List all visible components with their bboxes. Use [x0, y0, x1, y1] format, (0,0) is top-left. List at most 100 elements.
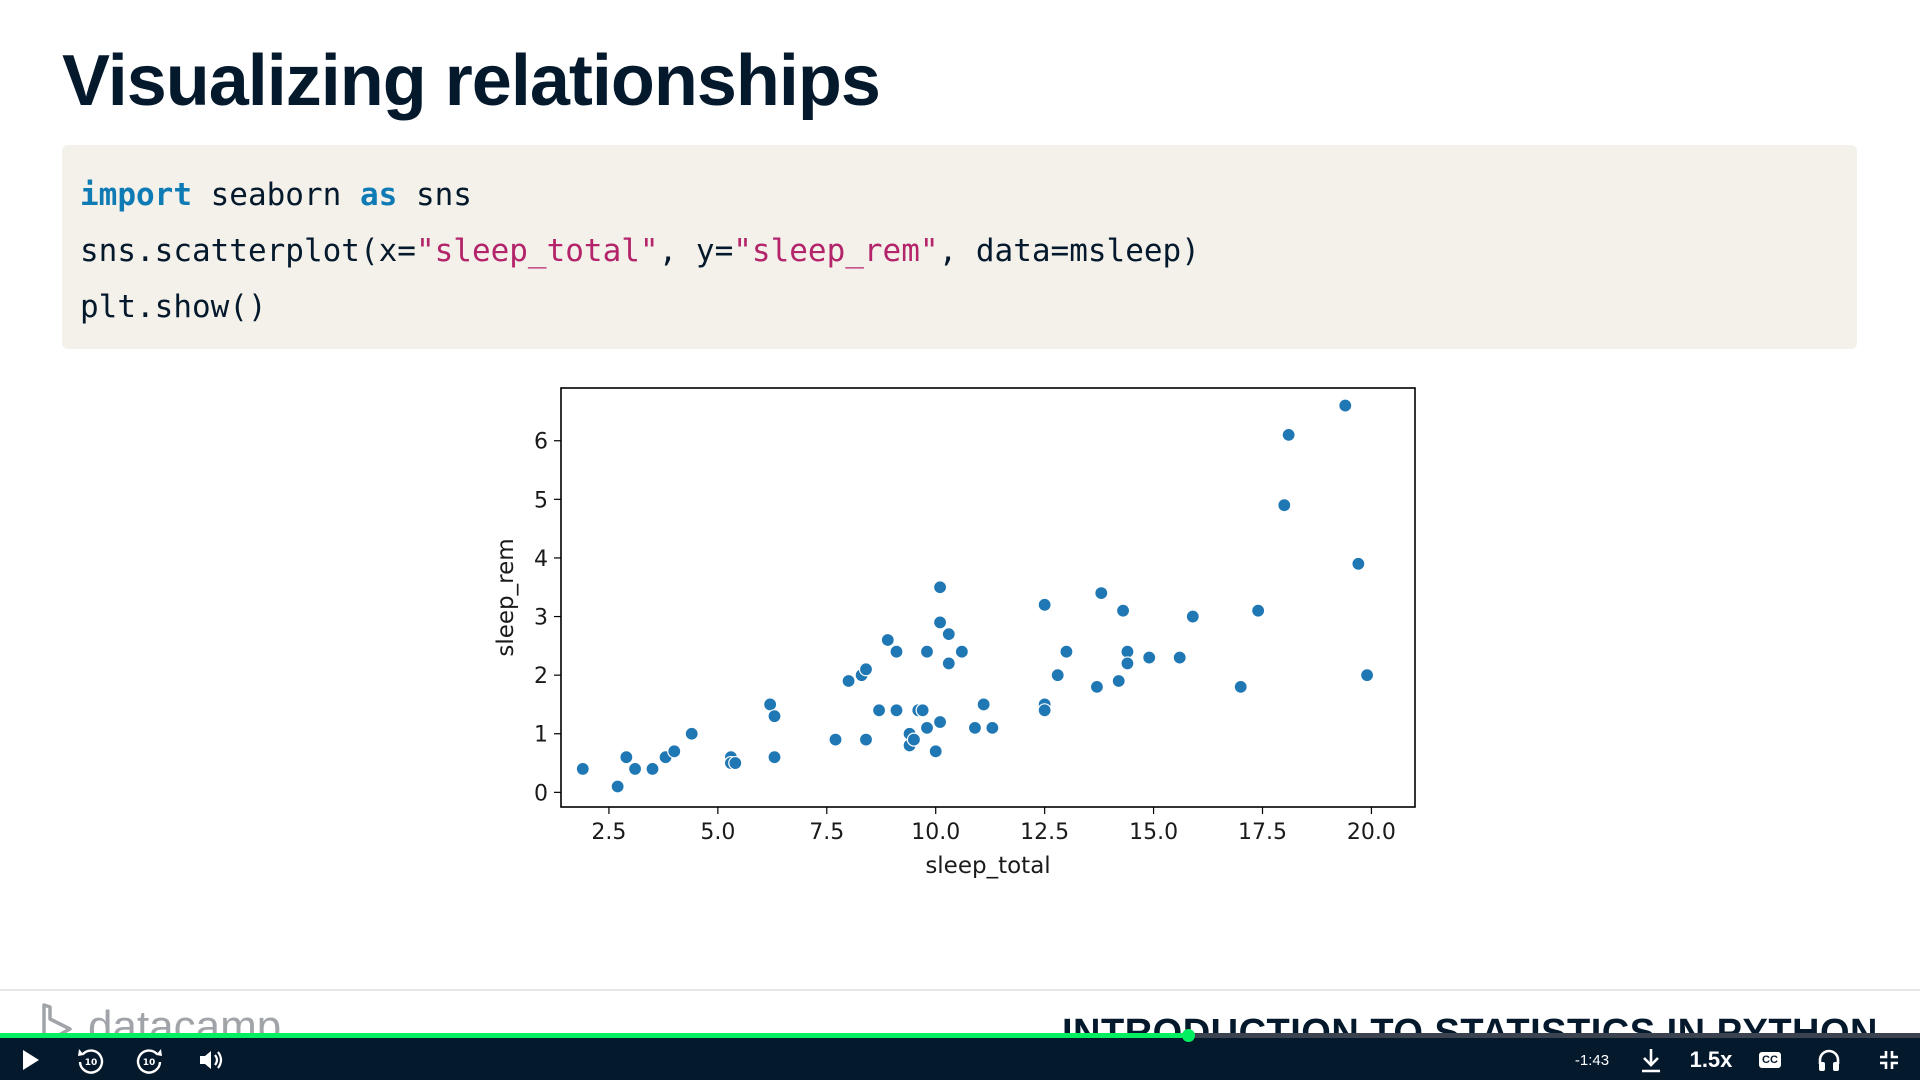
code-text: , y=	[658, 233, 734, 269]
fullscreen-exit-icon	[1880, 1051, 1898, 1069]
x-tick-label: 12.5	[1020, 820, 1069, 845]
scatter-point	[906, 732, 922, 747]
code-line-3: plt.show()	[80, 279, 1857, 335]
scatter-point	[828, 732, 843, 747]
slide-title: Visualizing relationships	[62, 41, 881, 121]
play-icon	[23, 1050, 39, 1070]
x-tick-label: 2.5	[591, 820, 626, 845]
code-text: sns.scatterplot(x=	[80, 233, 416, 269]
scatter-point	[1338, 398, 1353, 413]
scatter-point	[1050, 668, 1065, 683]
scatter-point	[1351, 556, 1366, 571]
captions-button[interactable]: CC	[1756, 1040, 1784, 1080]
y-tick-label: 1	[534, 723, 548, 748]
scatter-point	[941, 627, 956, 642]
scatter-point	[1142, 650, 1157, 665]
volume-button[interactable]	[194, 1040, 228, 1080]
download-icon	[1642, 1049, 1660, 1073]
footer-divider	[0, 989, 1920, 991]
rewind-10-button[interactable]: 10	[74, 1040, 108, 1080]
scatter-point	[880, 632, 895, 648]
scatter-point	[1111, 673, 1126, 689]
code-keyword: as	[359, 177, 398, 213]
scatter-point	[575, 761, 590, 777]
scatter-point	[767, 709, 782, 724]
scatter-point	[941, 656, 956, 671]
svg-text:10: 10	[143, 1058, 156, 1068]
scatter-point	[1089, 679, 1105, 694]
code-line-2: sns.scatterplot(x="sleep_total", y="slee…	[80, 223, 1857, 279]
forward-10-icon: 10	[136, 1049, 162, 1074]
scatter-point	[1115, 603, 1131, 618]
y-tick-label: 5	[534, 488, 548, 513]
y-axis-label: sleep_rem	[493, 538, 519, 656]
code-string: "sleep_rem"	[733, 233, 939, 269]
scatter-point	[858, 732, 874, 747]
scatter-point	[1172, 650, 1187, 665]
play-button[interactable]	[14, 1040, 46, 1080]
scatter-point	[915, 703, 930, 718]
scatter-point	[684, 726, 699, 741]
scatter-point	[728, 755, 743, 771]
scatter-point	[1037, 703, 1052, 718]
scatter-point	[1094, 586, 1109, 601]
progress-scrubber[interactable]	[1182, 1029, 1196, 1042]
scatter-point	[889, 644, 904, 659]
scatter-point	[619, 750, 634, 765]
x-tick-label: 17.5	[1238, 820, 1287, 845]
scatter-point	[1251, 603, 1266, 618]
code-keyword: import	[80, 177, 192, 213]
scatter-point	[928, 744, 943, 759]
download-button[interactable]	[1636, 1040, 1666, 1080]
code-text: sns	[397, 177, 472, 213]
scatter-point	[1359, 668, 1375, 683]
code-block: import seaborn as sns sns.scatterplot(x=…	[62, 145, 1857, 349]
scatter-point	[985, 720, 1000, 735]
progress-fill	[0, 1033, 1189, 1038]
x-tick-label: 7.5	[809, 820, 844, 845]
headphones-icon	[1818, 1049, 1840, 1071]
scatter-point	[976, 697, 991, 712]
y-tick-label: 6	[534, 430, 548, 455]
scatter-point	[627, 761, 643, 777]
scatter-point	[967, 720, 983, 735]
course-title: INTRODUCTION TO STATISTICS IN PYTHON	[1062, 1012, 1878, 1036]
scatter-point	[841, 673, 856, 689]
x-tick-label: 15.0	[1129, 820, 1178, 845]
scatter-point	[645, 761, 660, 777]
scatter-point	[1281, 427, 1296, 442]
scatter-point	[858, 662, 874, 677]
video-player-bar	[0, 1036, 1920, 1080]
y-tick-label: 2	[534, 664, 548, 689]
scatter-point	[871, 703, 887, 718]
y-tick-label: 4	[534, 547, 548, 572]
x-axis-label: sleep_total	[925, 853, 1050, 879]
scatter-point	[1185, 609, 1200, 624]
fullscreen-exit-button[interactable]	[1874, 1040, 1904, 1080]
x-tick-label: 10.0	[911, 820, 960, 845]
y-tick-label: 3	[534, 606, 548, 631]
audio-button[interactable]	[1814, 1040, 1844, 1080]
playback-speed-label: 1.5x	[1689, 1047, 1733, 1072]
scatter-point	[919, 644, 935, 659]
svg-text:10: 10	[85, 1058, 98, 1068]
scatter-point	[610, 779, 625, 794]
scatter-point	[1277, 498, 1292, 513]
forward-10-button[interactable]: 10	[132, 1040, 166, 1080]
rewind-10-icon: 10	[78, 1049, 104, 1074]
scatter-chart: 2.5 5.0 7.5 10.0 12.5 15.0 17.5 20.0 0 1 2 3 4 5 6 sle…	[470, 372, 1430, 896]
y-tick-label: 0	[534, 781, 548, 806]
x-tick-label: 5.0	[700, 820, 735, 845]
captions-icon: CC	[1759, 1052, 1781, 1068]
scatter-point	[932, 580, 948, 595]
scatter-point	[1037, 597, 1052, 612]
scatter-point	[932, 714, 948, 730]
scatter-point	[763, 697, 778, 712]
scatter-point	[1059, 644, 1074, 659]
scatter-plot-svg: 2.5 5.0 7.5 10.0 12.5 15.0 17.5 20.0 0 1 2 3 4 5 6 sle…	[493, 387, 1416, 879]
playback-speed-button[interactable]: 1.5x	[1686, 1040, 1736, 1080]
time-remaining: -1:43	[1568, 1040, 1616, 1080]
scatter-point	[767, 750, 782, 765]
scatter-point	[1120, 656, 1135, 671]
scatter-point	[1120, 644, 1135, 659]
